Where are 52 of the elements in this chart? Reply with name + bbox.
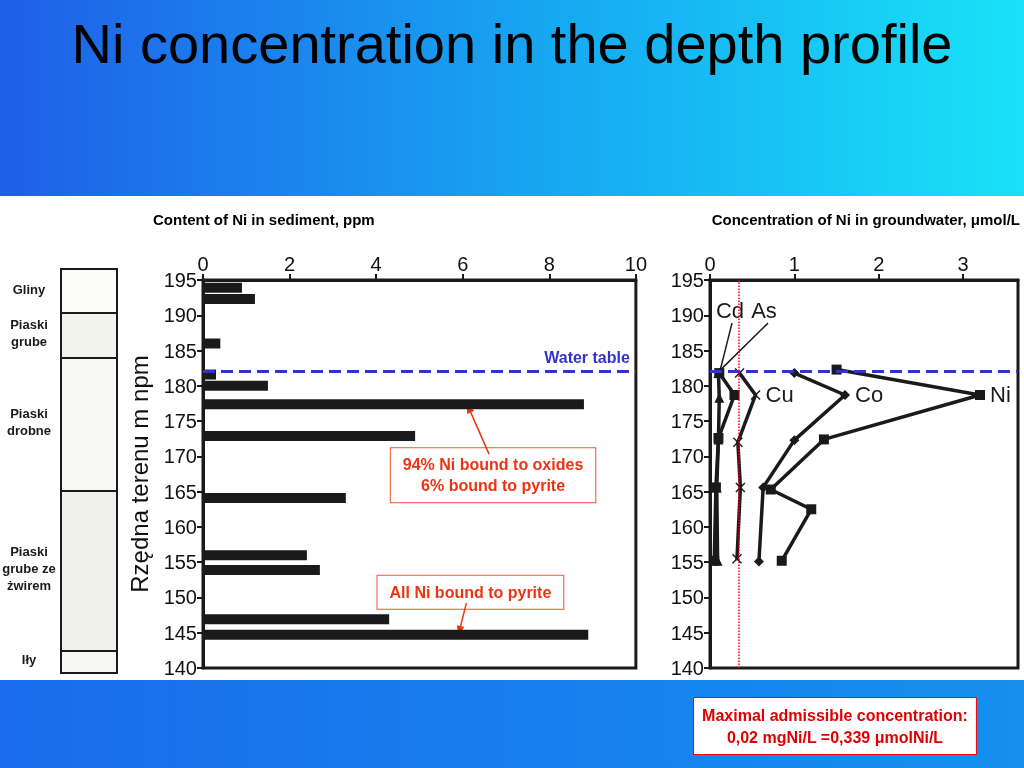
- text: Cd: [715, 297, 745, 323]
- y-tick-label: 140: [163, 657, 197, 679]
- x-tick-label: 2: [284, 253, 296, 275]
- x-tick-label: 6: [457, 253, 469, 275]
- x-tick-label: 2: [873, 253, 885, 275]
- annotation: 94% Ni bound to oxides 6% bound to pyrite: [402, 456, 584, 495]
- series-label: Co: [855, 382, 884, 408]
- text: Gliny: [12, 280, 46, 298]
- y-tick-label: 145: [163, 621, 197, 644]
- x-axis-title: Concentration of Ni in groundwater, μmol/L: [711, 211, 1020, 228]
- y-tick-label: 180: [163, 374, 197, 397]
- ref-line-label: Water table: [544, 349, 630, 367]
- legend-label: Cu: [765, 382, 794, 408]
- x-tick-label: 0: [197, 253, 209, 275]
- y-tick-label: 165: [163, 480, 197, 503]
- annotation: All Ni bound to pyrite: [389, 583, 552, 601]
- y-tick-label: 195: [163, 269, 197, 291]
- y-tick-label: 160: [163, 515, 197, 538]
- chart-title: Ni concentration in the depth profile: [70, 12, 954, 76]
- y-tick-label: 140: [670, 657, 704, 679]
- y-tick-label: 155: [163, 551, 197, 574]
- text: Piaski grube ze żwirem: [1, 542, 57, 594]
- text: Iły: [21, 650, 37, 668]
- y-tick-label: 160: [670, 515, 704, 538]
- y-tick-label: 195: [670, 269, 704, 291]
- y-tick-label: 170: [670, 445, 704, 468]
- y-tick-label: 155: [670, 551, 704, 574]
- y-tick-label: 175: [670, 410, 704, 433]
- y-tick-label: 180: [670, 374, 704, 397]
- text: As: [751, 297, 777, 323]
- ref-line-label: Maximal admissible concentration: 0,02 mgNi/L =0,339 μmolNi/L: [702, 706, 968, 746]
- text: Piaski drobne: [5, 404, 53, 439]
- y-axis-title: Rzędna terenu m npm: [125, 355, 153, 593]
- y-tick-label: 150: [670, 586, 704, 609]
- x-tick-label: 0: [704, 253, 716, 275]
- text: Piaski grube: [9, 315, 49, 350]
- y-tick-label: 185: [163, 339, 197, 362]
- x-tick-label: 4: [370, 253, 382, 275]
- y-tick-label: 170: [163, 445, 197, 468]
- x-tick-label: 1: [788, 253, 800, 275]
- series-label: Ni: [990, 382, 1011, 408]
- x-tick-label: 10: [624, 253, 647, 275]
- y-tick-label: 145: [670, 621, 704, 644]
- y-tick-label: 190: [670, 304, 704, 327]
- y-tick-label: 190: [163, 304, 197, 327]
- x-axis-title: Content of Ni in sediment, ppm: [153, 211, 375, 228]
- x-tick-label: 3: [957, 253, 969, 275]
- x-tick-label: 8: [543, 253, 555, 275]
- y-tick-label: 165: [670, 480, 704, 503]
- y-tick-label: 185: [670, 339, 704, 362]
- y-tick-label: 175: [163, 410, 197, 433]
- y-tick-label: 150: [163, 586, 197, 609]
